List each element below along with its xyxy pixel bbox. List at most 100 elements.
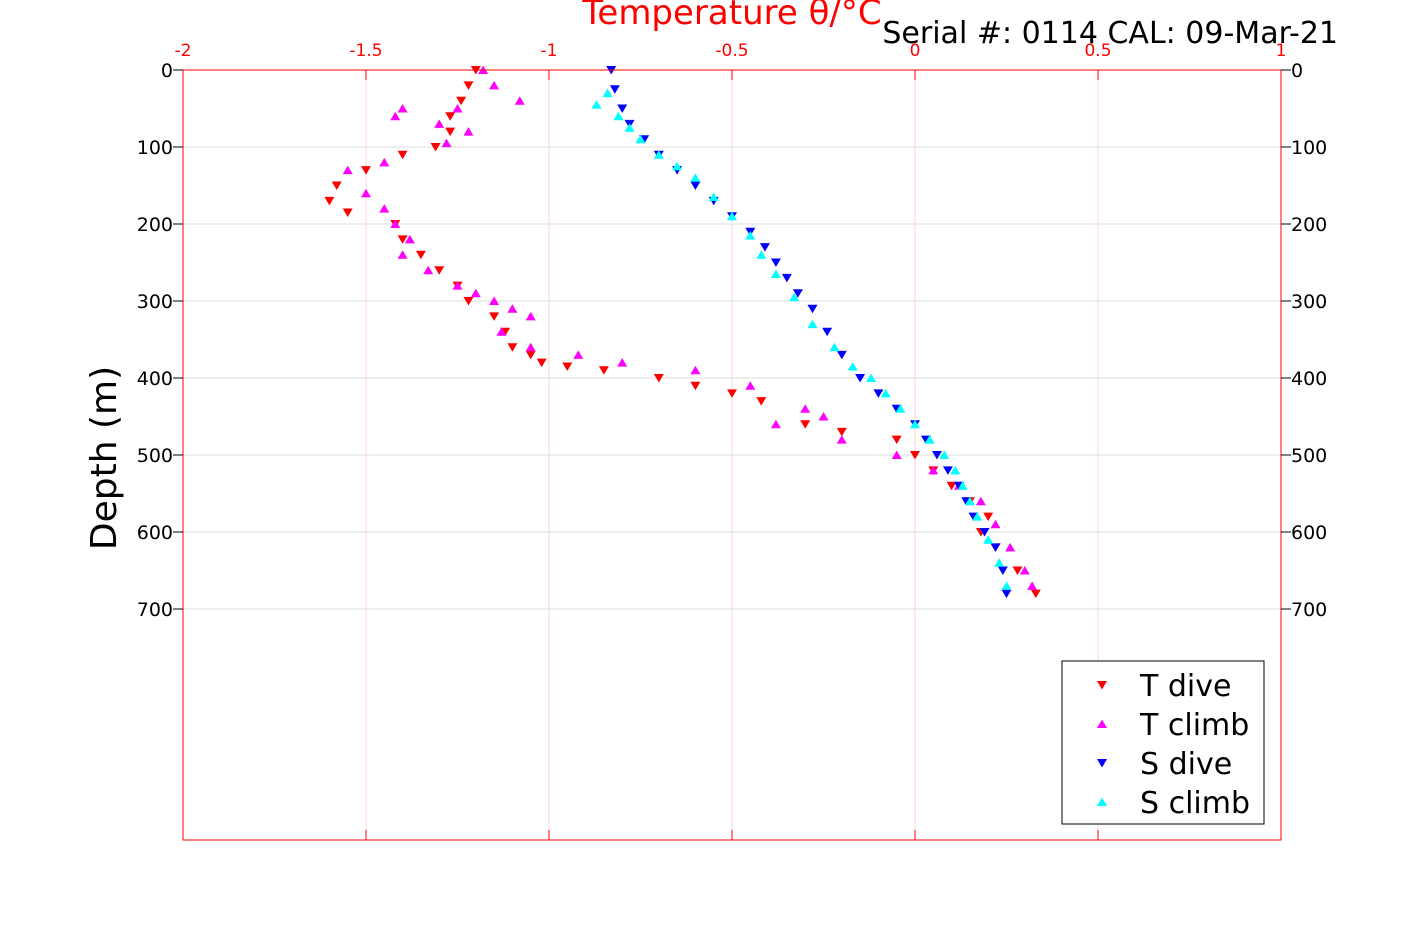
data-point [994,558,1005,567]
data-point [342,165,353,175]
data-point [781,273,792,283]
y-tick-label-right: 0 [1291,60,1303,82]
data-point [489,80,500,90]
data-point [708,192,719,202]
data-point [942,466,953,475]
y-tick-label-left: 300 [137,291,173,313]
x-tick-label: -0.5 [715,41,748,61]
data-point [745,231,756,240]
data-point [891,450,902,459]
data-point [390,219,401,228]
data-point [910,419,920,429]
data-point [463,297,474,306]
data-point [430,143,441,152]
x-tick-label: -1.5 [349,41,382,61]
data-point [822,327,833,337]
data-point [361,188,371,198]
y-tick-label-left: 600 [137,522,173,544]
x-tick-label: -1 [541,41,558,61]
data-point [1027,581,1038,590]
y-tick-label-left: 500 [137,445,173,467]
legend-label: T climb [1139,708,1249,743]
y-tick-label-right: 100 [1291,137,1327,159]
y-tick-label-left: 0 [161,60,173,82]
data-point [470,288,481,298]
data-point [829,342,840,352]
data-point [759,243,770,252]
data-point [1001,589,1012,599]
data-point [997,566,1008,575]
data-point [397,104,408,113]
data-point [672,161,683,171]
data-point [855,374,866,383]
x-tick-label: -2 [175,41,192,61]
data-point [441,138,452,148]
series-t-climb [342,65,1038,590]
data-point [866,373,877,382]
data-point [361,166,371,175]
x-tick-label: 0 [910,41,921,61]
data-point [983,535,994,544]
data-point [946,481,957,491]
data-point [613,111,624,121]
legend-marker [1097,681,1107,690]
data-point [964,496,975,506]
legend-marker [1097,797,1107,806]
data-point [463,127,474,136]
data-point [957,481,968,490]
data-point [818,412,829,421]
data-point [397,235,408,244]
data-point [800,404,811,413]
data-point [525,350,536,360]
data-point [939,450,950,459]
data-point [800,420,811,429]
data-point [379,204,390,213]
y-tick-label-right: 200 [1291,214,1327,236]
data-point [847,361,858,371]
data-point [690,173,701,182]
data-point [653,150,664,159]
data-point [690,365,701,375]
serial-calibration-label: Serial #: 0114 CAL: 09-Mar-21 [882,16,1338,51]
data-point [562,362,573,371]
data-point [434,266,445,275]
legend-marker [1097,719,1107,728]
data-point [756,250,767,259]
y-tick-label-right: 700 [1291,599,1327,621]
data-point [836,427,847,437]
data-point [1019,566,1030,575]
data-point [456,96,467,106]
data-point [990,519,1001,529]
data-point [331,181,342,190]
data-point [727,389,737,398]
data-point [452,281,463,290]
data-point [324,196,335,206]
data-point [602,88,613,98]
data-point [789,292,800,302]
data-point [807,319,818,329]
data-point [507,343,518,352]
legend-label: S climb [1140,786,1250,821]
legend-label: S dive [1140,747,1232,782]
y-axis-title: Depth (m) [84,366,125,550]
y-tick-label-left: 700 [137,599,173,621]
data-point [770,269,781,279]
data-point [390,111,401,121]
data-point [983,512,994,522]
data-point [690,381,701,391]
data-point [525,342,536,352]
y-tick-label-left: 200 [137,214,173,236]
data-points [324,65,1041,599]
data-point [931,451,942,460]
data-point [423,265,434,275]
data-point [924,435,935,444]
data-point [591,100,602,109]
data-point [807,304,818,314]
data-point [415,250,426,260]
legend-marker [1097,759,1107,768]
data-point [836,350,847,360]
data-point [379,157,390,167]
data-point [975,496,986,506]
